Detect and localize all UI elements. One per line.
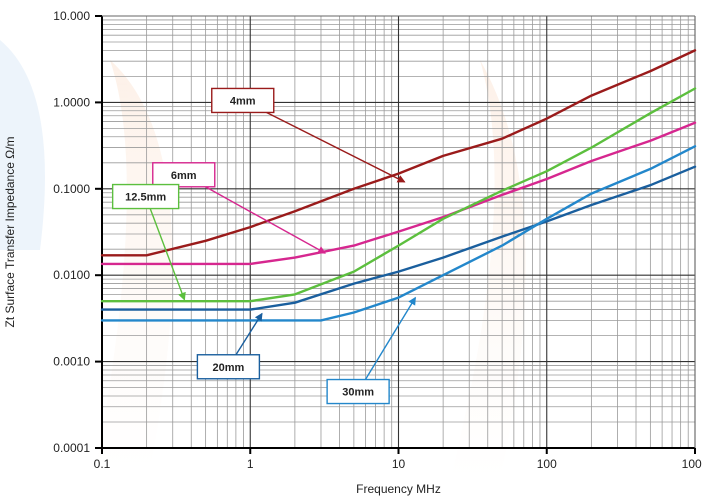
x-tick-label: 0.1 xyxy=(94,457,111,471)
series-lines xyxy=(100,49,697,322)
x-tick-label: 10 xyxy=(392,457,406,471)
callout-arrow xyxy=(205,186,327,254)
callout-label: 12.5mm xyxy=(125,192,166,204)
y-tick-label: 0.0100 xyxy=(53,268,90,282)
x-tick-label: 1 xyxy=(247,457,254,471)
series-callouts: 4mm 6mm 12.5mm 20mm 30mm xyxy=(111,87,416,405)
callout-arrow xyxy=(266,111,406,183)
callout-box xyxy=(211,87,275,114)
callout-box xyxy=(326,378,390,405)
callout-arrow xyxy=(149,208,186,301)
callout-arrow xyxy=(235,312,263,356)
callout-label: 4mm xyxy=(230,95,256,107)
callout-12.5mm: 12.5mm xyxy=(111,183,186,301)
x-tick-label: 100 xyxy=(537,457,557,471)
y-tick-label: 0.0001 xyxy=(53,441,90,455)
callout-box xyxy=(111,183,180,210)
y-axis-title: Zt Surface Transfer Impedance Ω/m xyxy=(3,136,17,327)
series-line-30mm xyxy=(100,145,697,322)
series-line-12.5mm xyxy=(100,87,697,303)
tick-labels: 0.1 1 10 100 1000 10.000 1.0000 0.1000 0.0100 0.0… xyxy=(53,9,702,471)
callout-arrow xyxy=(364,296,416,380)
series-line-20mm xyxy=(100,165,697,311)
callout-20mm: 20mm xyxy=(196,312,263,380)
callout-6mm: 6mm xyxy=(152,162,327,254)
callout-label: 30mm xyxy=(342,387,374,399)
y-tick-label: 10.000 xyxy=(53,9,90,23)
y-tick-label: 0.0010 xyxy=(53,355,90,369)
callout-4mm: 4mm xyxy=(211,87,406,183)
series-line-4mm xyxy=(100,49,697,257)
callout-box xyxy=(152,162,216,188)
x-axis-title: Frequency MHz xyxy=(356,482,441,496)
axes xyxy=(95,15,696,454)
callout-label: 6mm xyxy=(171,170,197,182)
y-tick-label: 0.1000 xyxy=(53,182,90,196)
series-line-6mm xyxy=(100,121,697,266)
callout-30mm: 30mm xyxy=(326,296,416,405)
x-tick-label: 1000 xyxy=(682,457,702,471)
callout-box xyxy=(196,354,261,380)
y-tick-label: 1.0000 xyxy=(53,95,90,109)
callout-label: 20mm xyxy=(212,362,244,374)
